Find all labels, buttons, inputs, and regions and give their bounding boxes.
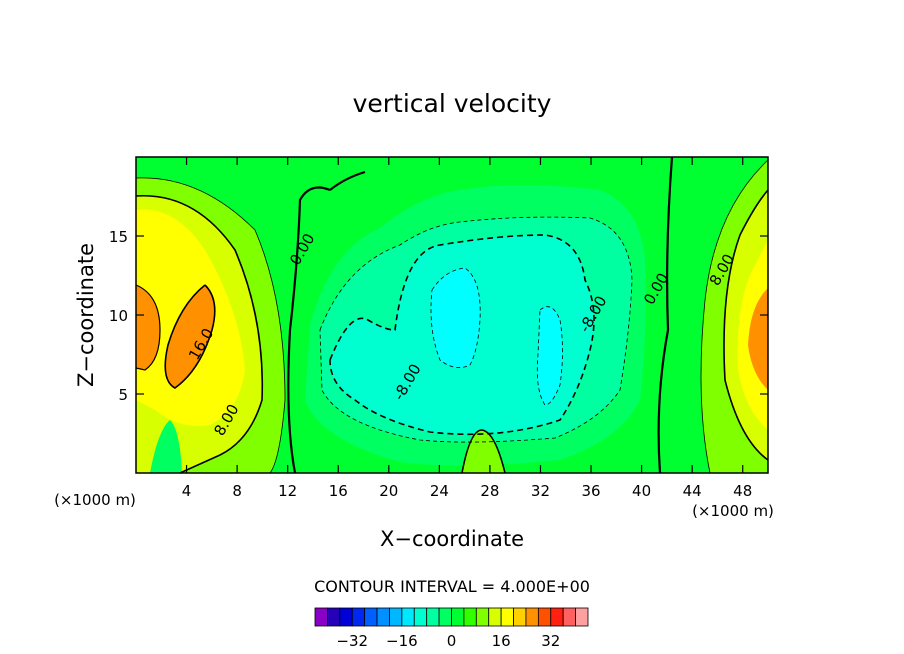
x-axis-label: X−coordinate bbox=[380, 527, 524, 551]
colorbar-tick-label: −16 bbox=[386, 632, 418, 650]
x-tick-label: 36 bbox=[581, 482, 600, 500]
x-tick-label: 40 bbox=[632, 482, 651, 500]
x-tick-label: 4 bbox=[182, 482, 192, 500]
contour-region-14 bbox=[462, 430, 505, 473]
x-unit-left: (×1000 m) bbox=[54, 491, 136, 509]
x-tick-label: 24 bbox=[430, 482, 449, 500]
colorbar-swatch bbox=[575, 607, 589, 627]
colorbar-swatch bbox=[413, 607, 428, 627]
colorbar-tick-label: 0 bbox=[447, 632, 457, 650]
contour-region-8 bbox=[748, 288, 768, 390]
colorbar-swatch bbox=[475, 607, 490, 627]
contour-line-6 bbox=[723, 189, 769, 461]
chart-title: vertical velocity bbox=[353, 89, 552, 118]
contour-line-13 bbox=[700, 159, 769, 474]
y-tick-label: 10 bbox=[109, 307, 128, 325]
contour-line-8 bbox=[319, 216, 633, 443]
colorbar-tick-label: −32 bbox=[336, 632, 368, 650]
contour-interval-text: CONTOUR INTERVAL = 4.000E+00 bbox=[314, 577, 590, 596]
contour-lines bbox=[135, 156, 769, 474]
contour-line-0 bbox=[135, 194, 264, 474]
colorbar-swatch bbox=[351, 607, 366, 627]
x-tick-label: 8 bbox=[232, 482, 242, 500]
colorbar-swatch bbox=[426, 607, 440, 627]
x-tick-label: 32 bbox=[531, 482, 550, 500]
contour-line-9 bbox=[430, 267, 481, 368]
y-tick-label: 15 bbox=[109, 228, 128, 246]
x-tick-label: 16 bbox=[329, 482, 348, 500]
x-tick-label: 12 bbox=[278, 482, 297, 500]
contour-line-5 bbox=[657, 156, 674, 474]
y-tick-label: 5 bbox=[118, 386, 128, 404]
colorbar-swatch bbox=[451, 607, 465, 627]
x-tick-label: 48 bbox=[733, 482, 752, 500]
x-unit-right: (×1000 m) bbox=[692, 502, 774, 520]
contour-region-15 bbox=[150, 420, 182, 473]
colorbar-swatch bbox=[513, 607, 527, 627]
colorbar-swatch bbox=[488, 607, 502, 627]
contour-region-12 bbox=[431, 268, 481, 368]
contour-region-4 bbox=[165, 285, 215, 388]
colorbar-swatch bbox=[314, 607, 328, 627]
colorbar-swatch bbox=[389, 607, 403, 627]
colorbar-swatch bbox=[401, 607, 415, 627]
colorbar-tick-label: 16 bbox=[492, 632, 511, 650]
contour-line-12 bbox=[135, 177, 286, 474]
colorbar-swatch bbox=[463, 607, 477, 627]
x-tick-label: 28 bbox=[480, 482, 499, 500]
contour-line-7 bbox=[329, 234, 595, 436]
contour-line-1 bbox=[135, 284, 161, 371]
contour-region-13 bbox=[537, 306, 563, 405]
contour-line-11 bbox=[461, 429, 506, 474]
colorbar-swatch bbox=[500, 607, 514, 627]
colorbar-swatch bbox=[525, 607, 539, 627]
colorbar-swatch bbox=[376, 607, 390, 627]
colorbar-swatch bbox=[537, 607, 552, 627]
contour-line-3 bbox=[287, 186, 331, 474]
x-tick-label: 44 bbox=[683, 482, 702, 500]
contour-region-3 bbox=[136, 285, 160, 370]
colorbar-swatch bbox=[327, 607, 341, 627]
colorbar: −32 −16 0 16 32 bbox=[314, 607, 589, 650]
colorbar-swatch bbox=[562, 607, 576, 627]
y-axis-label: Z−coordinate bbox=[74, 243, 98, 387]
colorbar-swatch bbox=[438, 607, 452, 627]
colorbar-swatch bbox=[364, 607, 378, 627]
colorbar-swatch bbox=[339, 607, 353, 627]
contour-line-10 bbox=[536, 306, 563, 406]
x-tick-label: 20 bbox=[379, 482, 398, 500]
contour-fills bbox=[136, 160, 768, 473]
plot-area: 16.08.000.00-8.00-8.000.00 8.00 4 8 12 16 20 2… bbox=[109, 156, 769, 500]
colorbar-swatch bbox=[550, 607, 564, 627]
colorbar-tick-label: 32 bbox=[541, 632, 560, 650]
contour-line-2 bbox=[164, 284, 216, 389]
contour-line-4 bbox=[329, 170, 366, 191]
